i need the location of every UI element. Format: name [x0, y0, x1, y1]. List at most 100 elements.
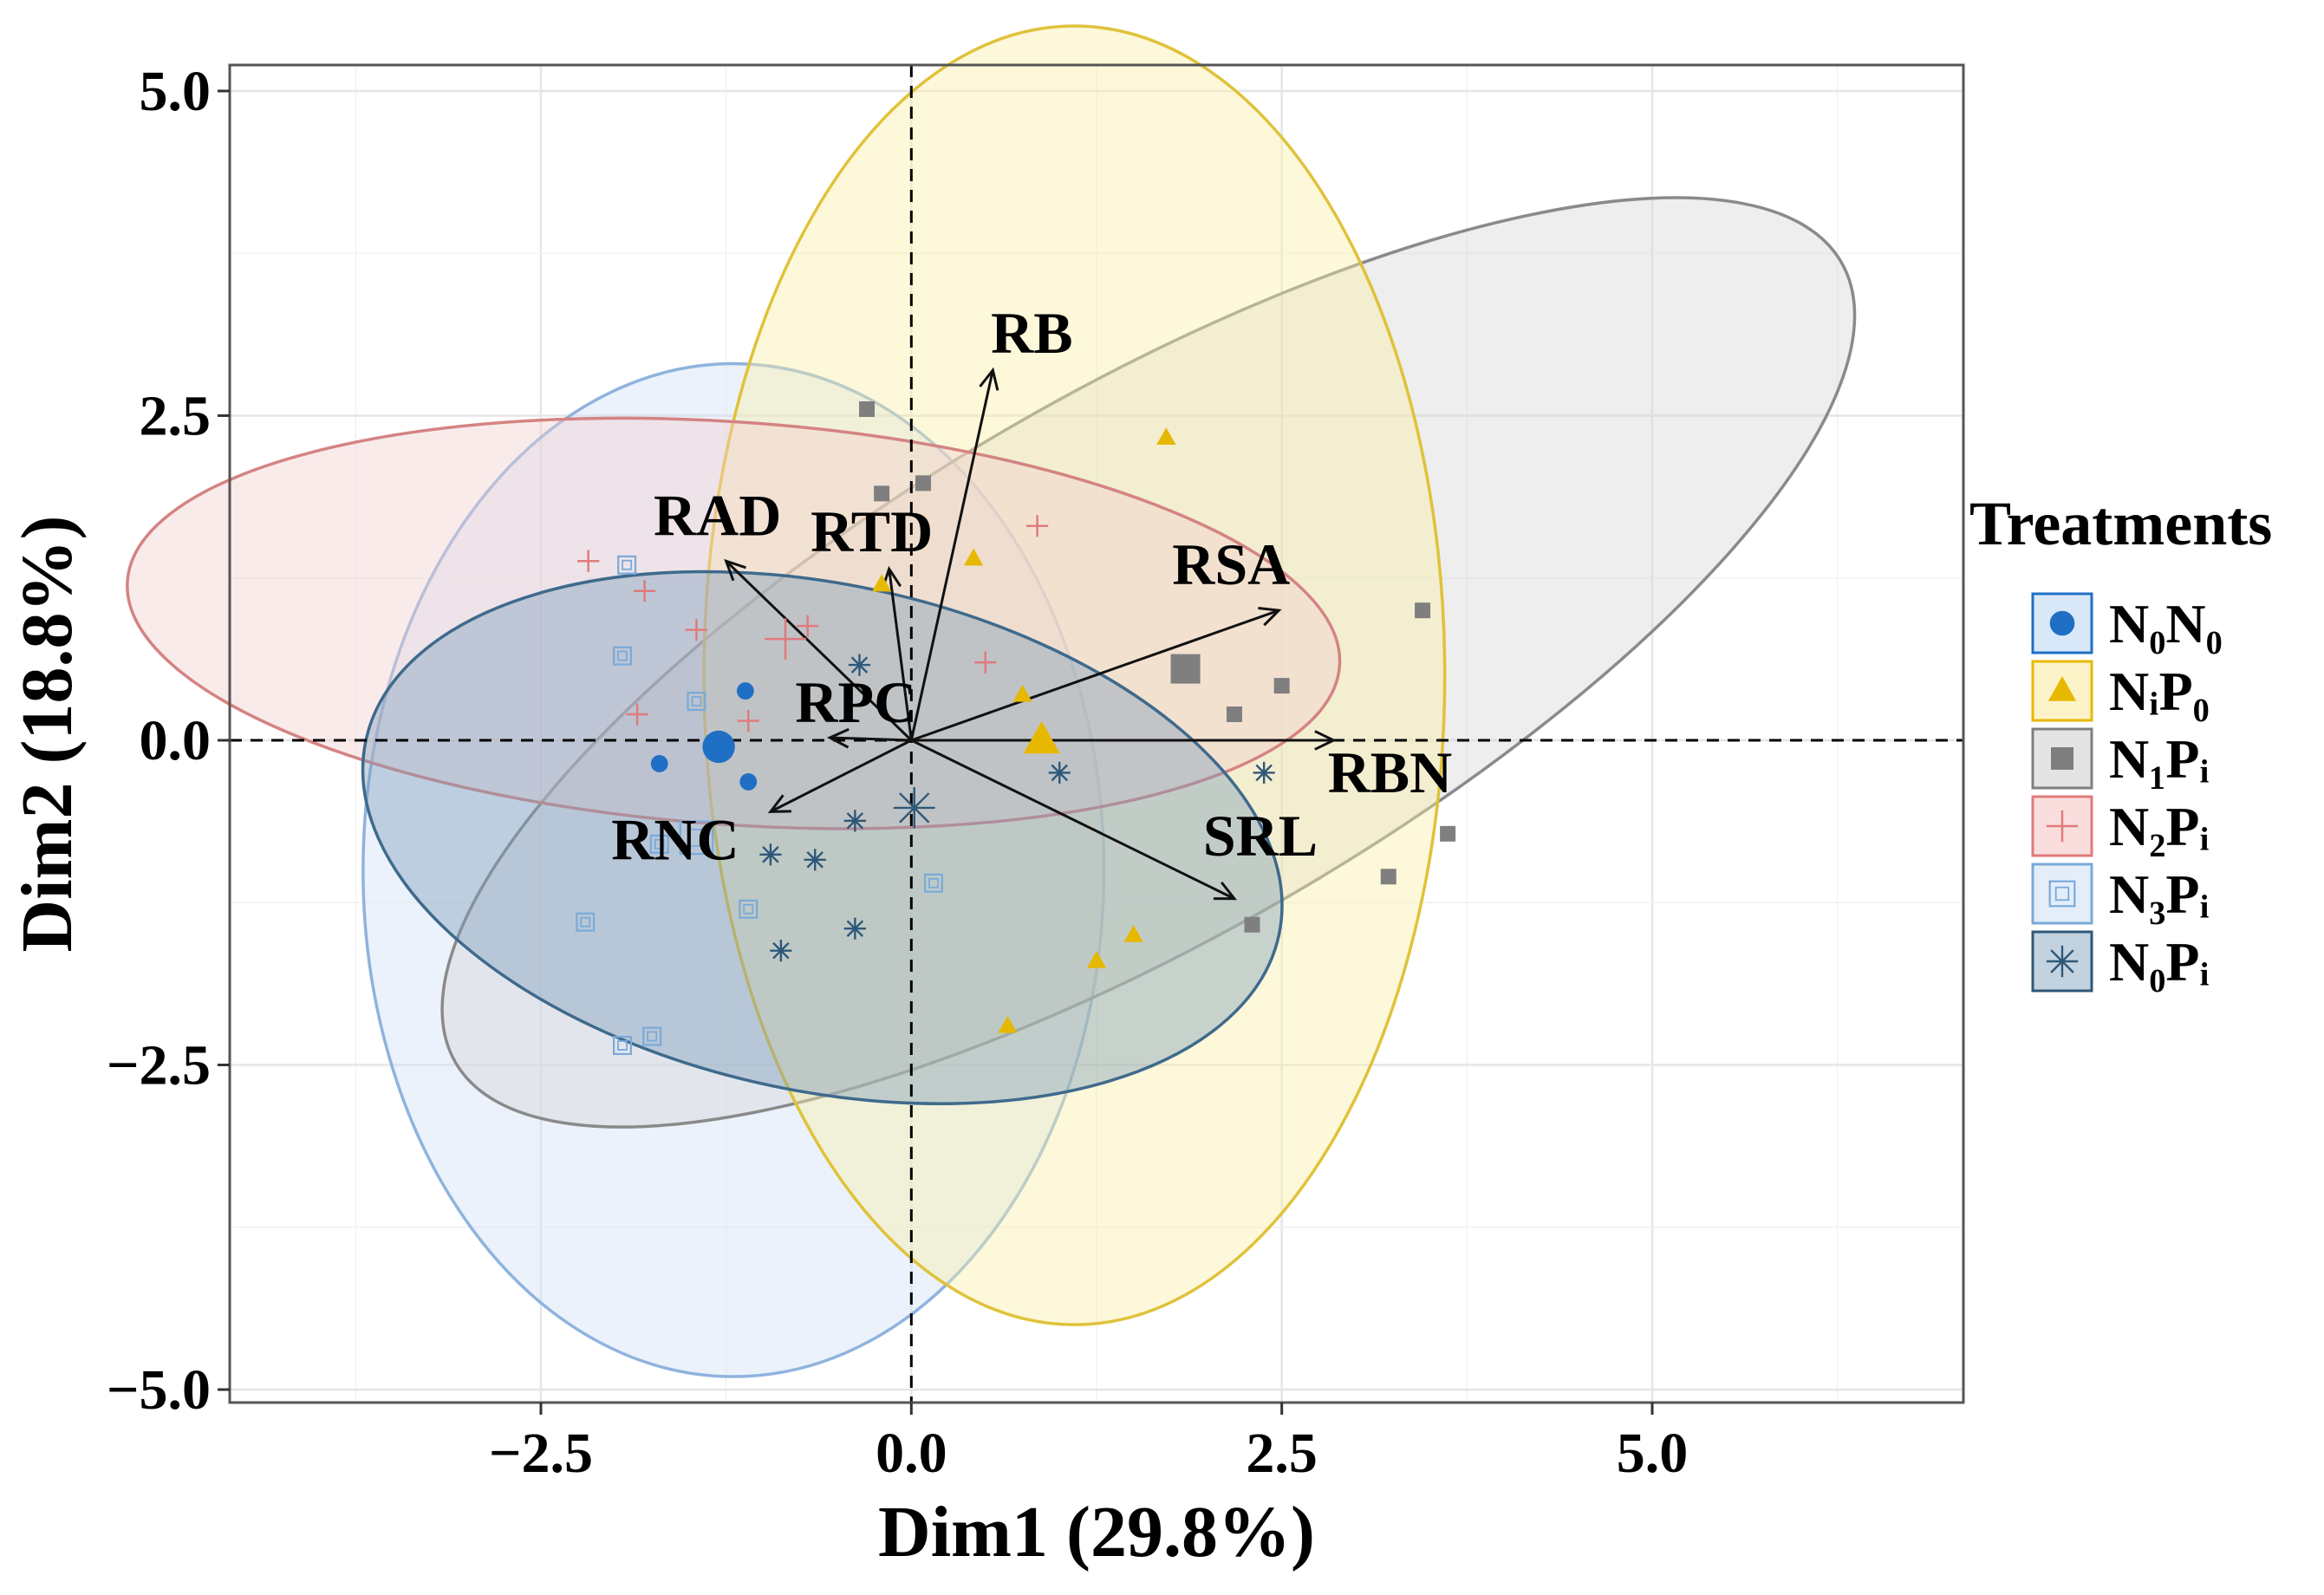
data-point — [577, 550, 600, 572]
y-tick-label: 0.0 — [140, 709, 212, 772]
marker-square — [1226, 706, 1242, 723]
marker-asterisk-ray — [806, 851, 823, 869]
series-N₃Pᵢ — [576, 555, 943, 1056]
data-point — [612, 1036, 632, 1056]
marker-box-outer — [612, 1036, 632, 1056]
data-point — [1012, 684, 1032, 702]
arrow-SRL — [910, 739, 1238, 901]
y-tick-label: −5.0 — [107, 1358, 211, 1422]
marker-box-inner — [647, 1031, 658, 1042]
series-N₀N₀ — [650, 682, 758, 791]
data-point — [797, 615, 819, 637]
marker-triangle — [2047, 676, 2077, 701]
data-point — [1086, 950, 1107, 968]
data-point — [634, 580, 656, 602]
plot-panel-border — [228, 63, 1965, 1404]
legend-item-4: N₃Pᵢ — [2031, 863, 2210, 925]
data-point — [1048, 761, 1071, 784]
data-point — [871, 574, 892, 592]
data-point — [626, 703, 648, 726]
marker-box-outer — [739, 899, 758, 919]
marker-circle — [650, 755, 668, 772]
marker-circle — [739, 773, 758, 791]
legend-label: NᵢP₀ — [2109, 661, 2210, 722]
data-point — [974, 651, 997, 674]
marker-triangle — [1012, 684, 1032, 702]
data-point — [843, 917, 866, 940]
marker-box-inner — [622, 559, 633, 570]
data-point — [1026, 515, 1049, 537]
data-point — [687, 692, 706, 712]
data-point — [859, 400, 876, 417]
marker-asterisk-ray — [899, 792, 930, 824]
arrow-head — [979, 367, 999, 391]
legend-key — [2031, 863, 2093, 925]
data-point — [1244, 916, 1260, 933]
data-point — [804, 849, 826, 871]
arrow-shaft — [830, 736, 912, 742]
axes: −2.5 0.0 2.5 5.0 −5.0 −2.5 0.0 2.5 5.0 — [107, 60, 1688, 1485]
arrow-shaft — [888, 569, 913, 741]
legend-item-0: N₀N₀ — [2031, 592, 2223, 654]
legend-label: N₃Pᵢ — [2109, 863, 2210, 925]
marker-triangle — [963, 548, 984, 566]
variable-arrows — [724, 367, 1337, 901]
marker-square — [1380, 869, 1396, 885]
data-point — [1415, 602, 1431, 619]
data-point — [1156, 427, 1176, 446]
data-point — [1273, 678, 1290, 694]
arrow-RPC — [826, 727, 912, 749]
data-point — [1226, 706, 1242, 723]
legend-label: N₀N₀ — [2109, 593, 2223, 654]
legend-item-3: N₂Pᵢ — [2031, 795, 2210, 857]
legend-item-5: N₀Pᵢ — [2031, 930, 2210, 993]
legend-marker — [2048, 880, 2076, 908]
arrow-RAD — [724, 558, 913, 742]
marker-circle — [736, 682, 754, 700]
legend-marker — [2046, 945, 2079, 978]
marker-square — [1440, 825, 1456, 842]
marker-box-inner — [617, 650, 628, 661]
arrow-head — [724, 558, 746, 582]
marker-asterisk-ray — [1051, 764, 1069, 782]
data-point — [998, 1015, 1018, 1033]
group-centroid — [702, 730, 735, 764]
marker-box-inner — [687, 828, 706, 847]
marker-box-inner — [743, 903, 754, 915]
data-point — [576, 912, 596, 932]
legend-marker — [2046, 810, 2079, 843]
variable-label-RBN: RBN — [1328, 739, 1453, 805]
marker-triangle — [1086, 950, 1107, 968]
data-point — [759, 843, 782, 866]
marker-asterisk-ray — [772, 941, 790, 960]
legend-item-2: N₁Pᵢ — [2031, 727, 2210, 790]
legend-title: Treatments — [1969, 489, 2272, 558]
group-centroid — [679, 820, 714, 856]
marker-box-outer — [612, 646, 632, 666]
x-axis-title: Dim1 (29.8%) — [878, 1492, 1315, 1572]
marker-triangle — [998, 1015, 1018, 1033]
data-point — [848, 654, 871, 676]
data-point — [685, 619, 708, 641]
series-N₁Pᵢ — [859, 400, 1456, 933]
ellipse-N₃Pᵢ — [361, 361, 1106, 1378]
x-tick-label: −2.5 — [489, 1422, 593, 1485]
data-point — [843, 810, 866, 832]
variable-label-RSA: RSA — [1172, 531, 1290, 597]
marker-box-outer — [923, 873, 943, 893]
data-point — [739, 773, 758, 791]
marker-box-outer — [687, 692, 706, 712]
legend-marker — [2049, 610, 2075, 636]
marker-triangle — [1123, 924, 1143, 942]
marker-triangle — [1023, 720, 1060, 754]
group-centroid — [765, 618, 806, 660]
y-tick-label: −2.5 — [107, 1034, 211, 1097]
group-centroid — [1023, 720, 1060, 754]
arrow-shaft — [725, 560, 913, 742]
data-point — [617, 555, 637, 575]
marker-box-inner — [928, 877, 939, 889]
variable-label-RAD: RAD — [654, 482, 781, 548]
marker-box-outer — [2048, 880, 2076, 908]
legend-label: N₂Pᵢ — [2109, 796, 2210, 857]
